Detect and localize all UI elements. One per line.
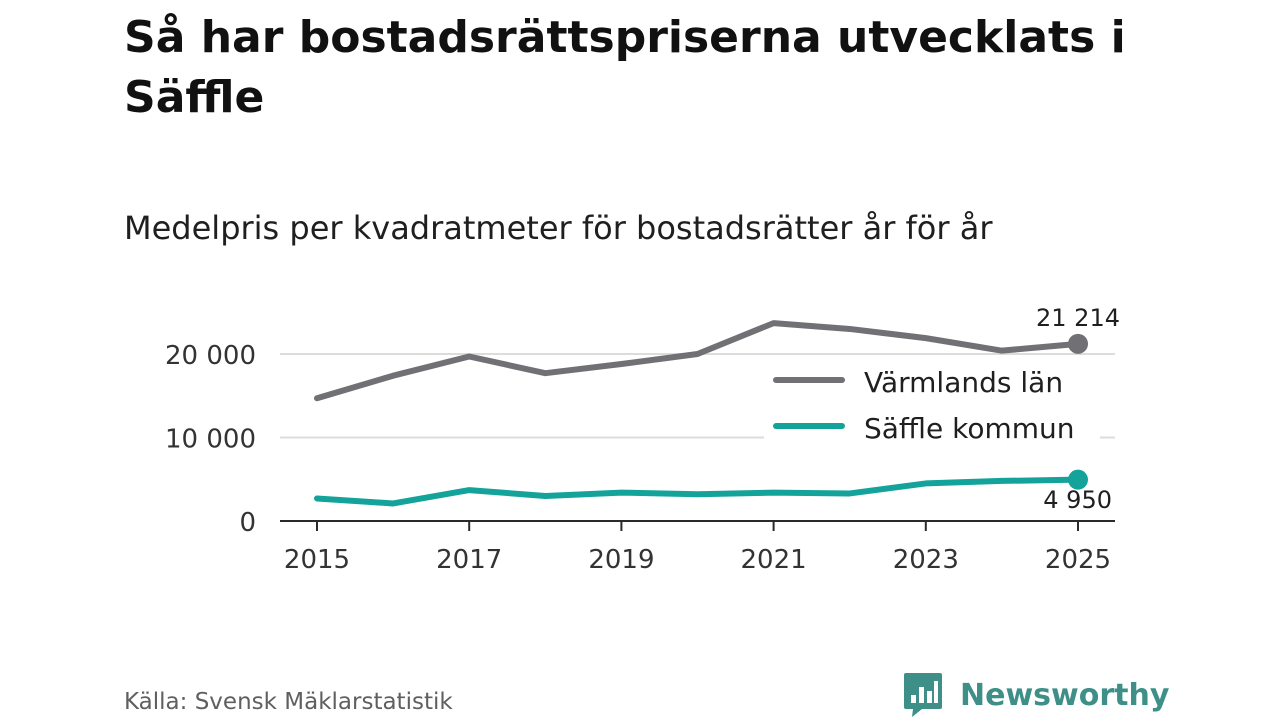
chart-title: Så har bostadsrättspriserna utvecklats i… [124, 12, 1126, 123]
series-end-marker-0 [1068, 333, 1088, 354]
series-line-0 [314, 320, 1081, 402]
y-tick-label: 0 [239, 508, 256, 538]
x-tick-label: 2017 [436, 545, 502, 575]
source-note: Källa: Svensk Mäklarstatistik [124, 689, 453, 715]
legend-label-varmland: Värmlands län [864, 366, 1063, 399]
series-line-1 [314, 476, 1081, 507]
end-label-saffle: 4 950 [1043, 486, 1112, 514]
legend-background [764, 358, 1100, 454]
brand-name: Newsworthy [960, 677, 1170, 713]
newsworthy-logo-icon [904, 673, 942, 717]
y-tick-label: 10 000 [165, 425, 256, 455]
series-lines [314, 320, 1088, 507]
x-tick-label: 2019 [588, 545, 654, 575]
x-tick-label: 2015 [284, 545, 350, 575]
chart-subtitle: Medelpris per kvadratmeter för bostadsrä… [124, 209, 993, 247]
series-end-marker-1 [1068, 469, 1088, 490]
brand-logo[interactable]: Newsworthy [902, 670, 1169, 720]
end-label-varmland: 21 214 [1036, 304, 1120, 332]
x-tick-label: 2025 [1045, 545, 1111, 575]
legend: Värmlands län Säffle kommun [764, 358, 1100, 454]
x-tick-label: 2021 [741, 545, 807, 575]
y-tick-label: 20 000 [165, 341, 256, 371]
legend-label-saffle: Säffle kommun [864, 412, 1075, 445]
axes: 0 10 000 20 000 2015 2017 2019 2021 2023 2025 [165, 341, 1115, 575]
end-labels: 21 214 4 950 [1036, 304, 1120, 514]
x-tick-label: 2023 [893, 545, 959, 575]
line-chart: 0 10 000 20 000 2015 2017 2019 2021 2023 2025 Vä… [165, 304, 1120, 575]
